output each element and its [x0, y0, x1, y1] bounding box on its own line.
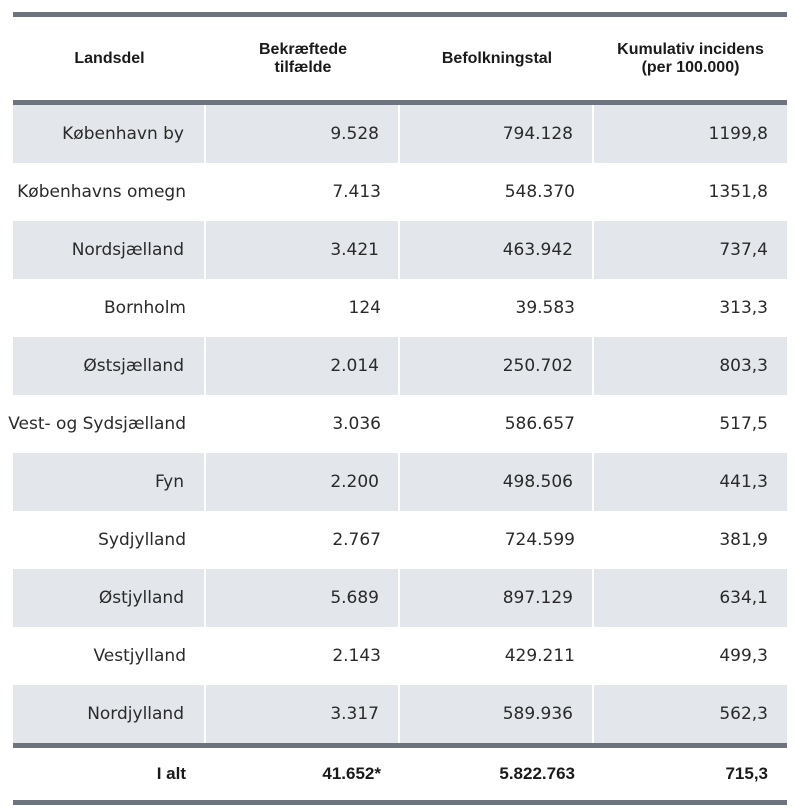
population-cell: 724.599: [504, 530, 575, 550]
incidence-cell: 1199,8: [708, 124, 768, 144]
confirmed-cell: 3.317: [206, 685, 400, 743]
incidence-cell: 441,3: [719, 472, 768, 492]
confirmed-cell: 3.036: [332, 414, 381, 434]
region-cell: Vest- og Sydsjælland: [8, 414, 186, 434]
population-cell: 429.211: [504, 646, 575, 666]
table-row: Østsjælland 2.014 250.702 803,3: [13, 337, 787, 395]
incidence-cell: 313,3: [719, 298, 768, 318]
confirmed-cell: 9.528: [206, 105, 400, 163]
header-rule: [13, 100, 787, 105]
region-cell: Nordsjælland: [13, 221, 206, 279]
incidence-cell: 499,3: [719, 646, 768, 666]
table-row: Østjylland 5.689 897.129 634,1: [13, 569, 787, 627]
incidence-cell: 517,5: [719, 414, 768, 434]
region-cell: København by: [13, 105, 206, 163]
top-rule: [13, 12, 787, 17]
header-confirmed-cases: Bekræftede tilfælde: [206, 41, 400, 77]
region-cell: Bornholm: [104, 298, 186, 318]
table-row: Nordjylland 3.317 589.936 562,3: [13, 685, 787, 743]
incidence-cell: 803,3: [719, 356, 768, 376]
incidence-cell: 634,1: [719, 588, 768, 608]
header-line: tilfælde: [274, 58, 332, 76]
header-line: Kumulativ incidens: [617, 40, 764, 58]
total-incidence: 715,3: [725, 764, 768, 783]
table-row: Vest- og Sydsjælland 3.036 586.657 517,5: [8, 395, 787, 453]
region-cell: Østjylland: [13, 569, 206, 627]
region-cell: Sydjylland: [98, 530, 186, 550]
total-confirmed: 41.652*: [322, 764, 381, 783]
confirmed-cell: 124: [348, 298, 381, 318]
population-cell: 794.128: [400, 105, 594, 163]
region-cell: Vestjylland: [93, 646, 186, 666]
header-line: Befolkningstal: [441, 49, 553, 67]
header-line: Landsdel: [74, 49, 145, 67]
confirmed-cell: 2.014: [206, 337, 400, 395]
header-population: Befolkningstal: [400, 50, 594, 68]
incidence-table: Landsdel Bekræftede tilfælde Befolknings…: [8, 12, 787, 805]
population-cell: 897.129: [400, 569, 594, 627]
header-landsdel: Landsdel: [13, 50, 206, 68]
confirmed-cell: 7.413: [332, 182, 381, 202]
incidence-cell: 562,3: [719, 704, 768, 724]
table-row: Nordsjælland 3.421 463.942 737,4: [13, 221, 787, 279]
population-cell: 463.942: [400, 221, 594, 279]
confirmed-cell: 2.767: [332, 530, 381, 550]
table-row: Sydjylland 2.767 724.599 381,9: [13, 511, 787, 569]
region-cell: Østsjælland: [13, 337, 206, 395]
table-row: Vestjylland 2.143 429.211 499,3: [13, 627, 787, 685]
population-cell: 548.370: [504, 182, 575, 202]
confirmed-cell: 3.421: [206, 221, 400, 279]
header-cumulative-incidence: Kumulativ incidens (per 100.000): [594, 41, 787, 77]
table-row: Fyn 2.200 498.506 441,3: [13, 453, 787, 511]
incidence-cell: 381,9: [719, 530, 768, 550]
population-cell: 39.583: [515, 298, 575, 318]
population-cell: 250.702: [400, 337, 594, 395]
header-line: (per 100.000): [641, 58, 740, 76]
region-cell: Københavns omegn: [17, 182, 186, 202]
bottom-rule: [13, 800, 787, 805]
population-cell: 498.506: [400, 453, 594, 511]
total-row: I alt 41.652* 5.822.763 715,3: [13, 748, 787, 800]
confirmed-cell: 2.143: [332, 646, 381, 666]
table-row: Bornholm 124 39.583 313,3: [13, 279, 787, 337]
header-line: Bekræftede: [258, 40, 348, 58]
total-label: I alt: [156, 764, 186, 783]
population-cell: 589.936: [400, 685, 594, 743]
table-header-row: Landsdel Bekræftede tilfælde Befolknings…: [13, 17, 787, 100]
table-row: Københavns omegn 7.413 548.370 1351,8: [13, 163, 787, 221]
total-rule: [13, 743, 787, 748]
incidence-cell: 1351,8: [708, 182, 768, 202]
incidence-cell: 737,4: [719, 240, 768, 260]
total-population: 5.822.763: [499, 764, 575, 783]
region-cell: Nordjylland: [13, 685, 206, 743]
confirmed-cell: 2.200: [206, 453, 400, 511]
table-body: København by 9.528 794.128 1199,8 Københ…: [8, 105, 787, 743]
confirmed-cell: 5.689: [206, 569, 400, 627]
population-cell: 586.657: [504, 414, 575, 434]
region-cell: Fyn: [13, 453, 206, 511]
table-row: København by 9.528 794.128 1199,8: [13, 105, 787, 163]
